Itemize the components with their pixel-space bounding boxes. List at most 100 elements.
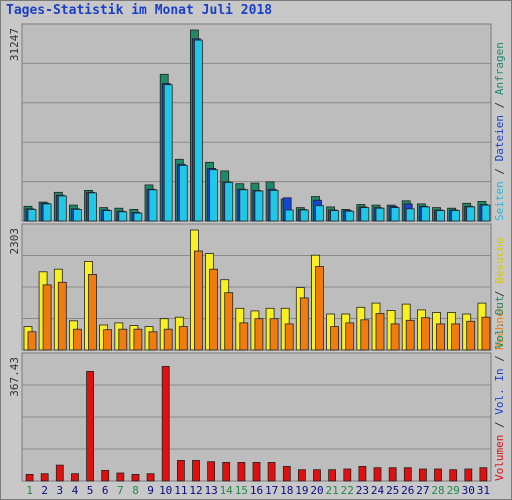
chart-title: Tages-Statistik im Monat Juli 2018 bbox=[6, 3, 273, 18]
bar-rechner-day-16 bbox=[254, 318, 264, 351]
bar-volumen-day-15 bbox=[237, 461, 246, 482]
bar-seiten-day-21 bbox=[330, 210, 340, 222]
x-label-day-28: 28 bbox=[431, 484, 444, 497]
x-label-day-1: 1 bbox=[26, 484, 33, 497]
bar-volumen-day-4 bbox=[71, 473, 79, 482]
bar-volumen-day-25 bbox=[388, 467, 397, 482]
x-label-day-22: 22 bbox=[341, 484, 354, 497]
right-label-group: Rechner / Besuche bbox=[493, 237, 506, 350]
bar-rechner-day-10 bbox=[163, 328, 173, 351]
x-label-day-14: 14 bbox=[220, 484, 234, 497]
bar-seiten-day-25 bbox=[390, 207, 400, 222]
bar-seiten-day-24 bbox=[375, 207, 385, 222]
right-label-anfragen: Anfragen bbox=[493, 42, 506, 95]
bar-rechner-day-12 bbox=[193, 250, 203, 351]
x-label-day-3: 3 bbox=[56, 484, 63, 497]
bar-rechner-day-11 bbox=[178, 326, 188, 351]
right-label-vol-in: Vol. In bbox=[493, 368, 506, 414]
bar-rechner-day-13 bbox=[209, 268, 218, 351]
bar-seiten-day-26 bbox=[405, 208, 415, 222]
bar-seiten-day-20 bbox=[315, 205, 324, 222]
right-label-group: Volumen / Vol. In / Vol. Out bbox=[493, 296, 506, 481]
bar-seiten-day-11 bbox=[178, 164, 188, 222]
bar-volumen-day-8 bbox=[131, 473, 140, 482]
bar-volumen-day-11 bbox=[176, 459, 185, 482]
x-label-day-24: 24 bbox=[371, 484, 385, 497]
bar-volumen-day-3 bbox=[55, 464, 64, 482]
panels bbox=[21, 23, 492, 482]
bar-volumen-day-5 bbox=[86, 370, 94, 482]
right-label-vol-out: Vol. Out bbox=[493, 296, 506, 349]
bar-rechner-day-18 bbox=[284, 323, 294, 351]
x-label-day-13: 13 bbox=[204, 484, 217, 497]
bar-seiten-day-9 bbox=[148, 189, 158, 222]
x-label-day-4: 4 bbox=[72, 484, 79, 497]
bar-rechner-day-1 bbox=[27, 331, 37, 351]
bar-rechner-day-30 bbox=[466, 320, 476, 351]
bar-seiten-day-29 bbox=[451, 210, 461, 222]
bar-seiten-day-12 bbox=[193, 39, 203, 222]
bar-seiten-day-1 bbox=[27, 208, 37, 222]
bar-rechner-day-26 bbox=[405, 319, 415, 351]
bar-volumen-day-18 bbox=[282, 465, 291, 482]
bar-rechner-day-22 bbox=[345, 322, 355, 351]
x-label-day-7: 7 bbox=[117, 484, 124, 497]
x-label-day-6: 6 bbox=[102, 484, 109, 497]
x-label-day-21: 21 bbox=[325, 484, 338, 497]
bar-volumen-day-12 bbox=[192, 459, 200, 482]
bar-seiten-day-19 bbox=[299, 209, 309, 222]
bar-seiten-day-23 bbox=[360, 207, 370, 222]
bar-rechner-day-25 bbox=[390, 323, 400, 351]
bar-volumen-day-10 bbox=[161, 365, 170, 482]
bar-rechner-day-8 bbox=[133, 328, 143, 351]
right-label-seiten: Seiten bbox=[493, 181, 506, 221]
bar-seiten-day-30 bbox=[466, 206, 476, 222]
bar-rechner-day-28 bbox=[436, 323, 445, 351]
bar-rechner-day-6 bbox=[103, 329, 112, 351]
bar-seiten-day-18 bbox=[284, 209, 294, 222]
bar-seiten-day-13 bbox=[209, 169, 218, 222]
right-label-volumen: Volumen bbox=[493, 435, 506, 481]
bar-seiten-day-16 bbox=[254, 190, 264, 222]
bar-rechner-day-21 bbox=[330, 326, 340, 351]
right-legend-labels: Seiten / Dateien / Anfragen Rechner / Bes… bbox=[493, 42, 506, 481]
bar-rechner-day-20 bbox=[315, 266, 324, 351]
x-label-day-19: 19 bbox=[295, 484, 308, 497]
bar-seiten-day-31 bbox=[481, 204, 491, 222]
bar-rechner-day-31 bbox=[481, 316, 491, 351]
bar-volumen-day-17 bbox=[267, 461, 276, 482]
right-label-besuche: Besuche bbox=[493, 237, 506, 283]
bar-volumen-day-24 bbox=[373, 467, 382, 482]
bar-volumen-day-9 bbox=[146, 473, 155, 482]
bar-volumen-day-28 bbox=[434, 468, 442, 482]
bar-seiten-day-7 bbox=[118, 211, 128, 222]
x-label-day-9: 9 bbox=[147, 484, 154, 497]
bar-volumen-day-22 bbox=[343, 468, 352, 482]
bar-volumen-day-30 bbox=[464, 468, 473, 482]
bar-seiten-day-2 bbox=[42, 203, 52, 222]
x-label-day-5: 5 bbox=[87, 484, 94, 497]
bar-rechner-day-24 bbox=[375, 313, 385, 351]
bar-volumen-day-1 bbox=[25, 473, 34, 482]
bar-volumen-day-13 bbox=[207, 461, 216, 482]
bar-seiten-day-8 bbox=[133, 212, 143, 222]
right-label-group: Seiten / Dateien / Anfragen bbox=[493, 42, 506, 221]
x-label-day-10: 10 bbox=[159, 484, 172, 497]
bar-rechner-day-19 bbox=[299, 297, 309, 351]
bar-volumen-day-26 bbox=[403, 467, 412, 482]
y-max-label-top: 31247 bbox=[8, 28, 21, 61]
bar-volumen-day-29 bbox=[449, 469, 458, 482]
bar-rechner-day-15 bbox=[239, 322, 249, 351]
bar-volumen-day-6 bbox=[101, 469, 110, 482]
bar-volumen-day-7 bbox=[116, 472, 125, 482]
y-max-label-bottom: 367.43 bbox=[8, 357, 21, 397]
right-label-rechner: Rechner bbox=[493, 303, 506, 350]
bars bbox=[23, 29, 491, 482]
bar-rechner-day-17 bbox=[269, 318, 279, 351]
y-max-label-middle: 2303 bbox=[8, 228, 21, 255]
x-label-day-23: 23 bbox=[356, 484, 369, 497]
bar-rechner-day-7 bbox=[118, 328, 128, 351]
x-label-day-27: 27 bbox=[416, 484, 429, 497]
bar-seiten-day-15 bbox=[239, 189, 249, 222]
